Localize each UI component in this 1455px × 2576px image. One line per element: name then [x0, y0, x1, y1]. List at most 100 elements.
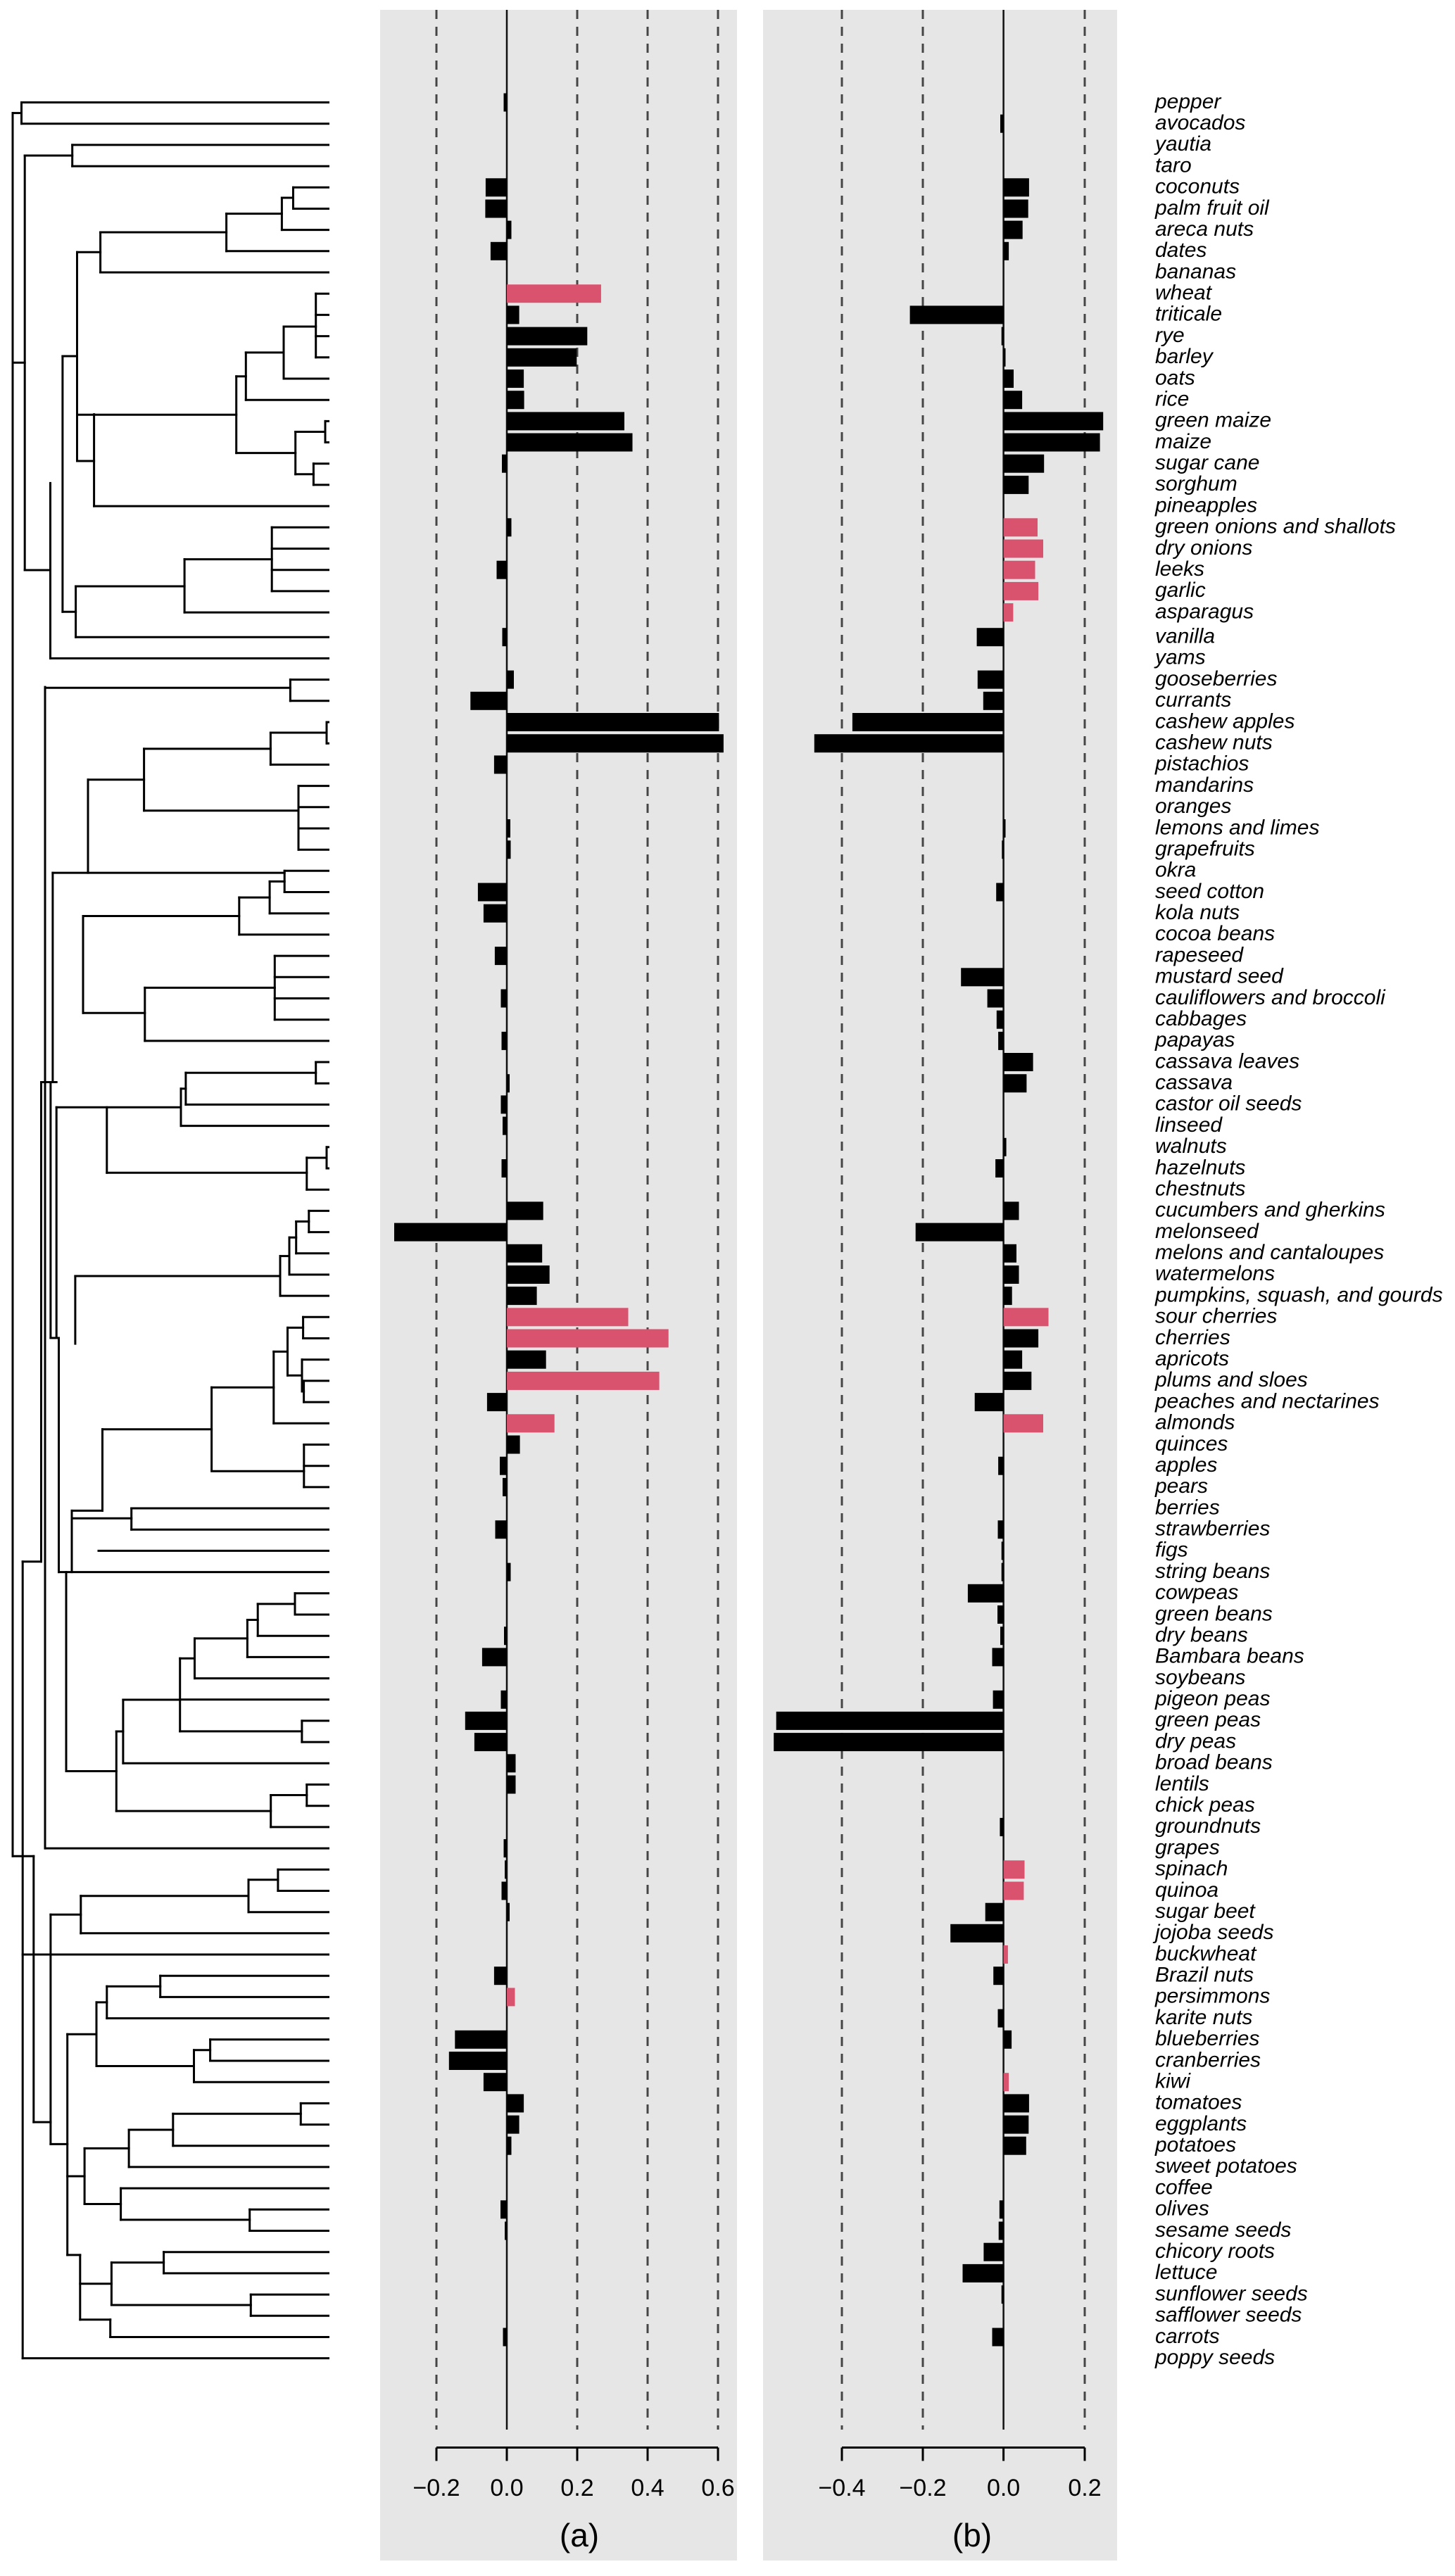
svg-text:maize: maize — [1155, 430, 1211, 453]
svg-text:green peas: green peas — [1155, 1708, 1261, 1731]
svg-text:figs: figs — [1155, 1539, 1188, 1562]
svg-text:cucumbers and gherkins: cucumbers and gherkins — [1155, 1199, 1385, 1222]
svg-text:lettuce: lettuce — [1155, 2261, 1217, 2284]
svg-text:asparagus: asparagus — [1155, 600, 1254, 623]
svg-text:gooseberries: gooseberries — [1155, 667, 1277, 690]
svg-text:garlic: garlic — [1155, 579, 1206, 602]
svg-text:jojoba seeds: jojoba seeds — [1152, 1921, 1273, 1944]
svg-text:sesame seeds: sesame seeds — [1155, 2218, 1291, 2242]
svg-text:oranges: oranges — [1155, 795, 1231, 818]
svg-text:0.0: 0.0 — [490, 2475, 523, 2501]
svg-text:sour cherries: sour cherries — [1155, 1305, 1277, 1328]
svg-text:0.2: 0.2 — [560, 2475, 593, 2501]
svg-text:lemons and limes: lemons and limes — [1155, 816, 1319, 839]
svg-text:eggplants: eggplants — [1155, 2112, 1247, 2135]
svg-text:safflower seeds: safflower seeds — [1155, 2304, 1302, 2327]
svg-text:avocados: avocados — [1155, 111, 1245, 134]
svg-text:Brazil nuts: Brazil nuts — [1155, 1964, 1254, 1987]
svg-text:coffee: coffee — [1155, 2176, 1213, 2199]
svg-text:0.0: 0.0 — [987, 2475, 1020, 2501]
svg-text:cranberries: cranberries — [1155, 2048, 1261, 2071]
svg-text:dry onions: dry onions — [1155, 536, 1252, 560]
svg-text:grapefruits: grapefruits — [1155, 838, 1255, 861]
svg-text:sunflower seeds: sunflower seeds — [1155, 2282, 1308, 2305]
svg-text:yams: yams — [1154, 646, 1206, 669]
svg-text:pears: pears — [1154, 1475, 1208, 1498]
svg-text:kola nuts: kola nuts — [1155, 901, 1240, 924]
svg-text:0.6: 0.6 — [701, 2475, 734, 2501]
svg-text:oats: oats — [1155, 366, 1195, 389]
svg-text:tomatoes: tomatoes — [1155, 2091, 1242, 2114]
svg-text:yautia: yautia — [1154, 132, 1211, 156]
svg-text:pigeon peas: pigeon peas — [1154, 1687, 1270, 1710]
svg-text:pumpkins, squash, and gourds: pumpkins, squash, and gourds — [1154, 1283, 1443, 1306]
svg-text:peaches and nectarines: peaches and nectarines — [1154, 1389, 1380, 1413]
svg-text:cauliflowers and broccoli: cauliflowers and broccoli — [1155, 986, 1386, 1009]
svg-text:cabbages: cabbages — [1155, 1007, 1247, 1030]
svg-text:pineapples: pineapples — [1154, 493, 1257, 517]
svg-text:taro: taro — [1155, 153, 1192, 177]
svg-text:olives: olives — [1155, 2197, 1209, 2221]
svg-text:cherries: cherries — [1155, 1326, 1230, 1349]
svg-text:grapes: grapes — [1155, 1836, 1220, 1859]
svg-text:barley: barley — [1155, 345, 1214, 368]
svg-text:chick peas: chick peas — [1155, 1793, 1255, 1817]
svg-text:mustard seed: mustard seed — [1155, 965, 1284, 988]
svg-text:0.4: 0.4 — [631, 2475, 664, 2501]
svg-text:dates: dates — [1155, 239, 1207, 262]
svg-text:spinach: spinach — [1155, 1857, 1228, 1881]
svg-text:triticale: triticale — [1155, 303, 1222, 326]
svg-text:blueberries: blueberries — [1155, 2027, 1259, 2050]
svg-text:watermelons: watermelons — [1155, 1262, 1275, 1285]
svg-text:−0.2: −0.2 — [412, 2475, 460, 2501]
svg-text:leeks: leeks — [1155, 557, 1204, 581]
svg-text:almonds: almonds — [1155, 1411, 1235, 1434]
svg-text:mandarins: mandarins — [1155, 774, 1254, 797]
svg-text:potatoes: potatoes — [1154, 2133, 1236, 2157]
svg-text:Bambara beans: Bambara beans — [1155, 1645, 1304, 1668]
svg-text:coconuts: coconuts — [1155, 175, 1240, 198]
svg-text:cassava leaves: cassava leaves — [1155, 1049, 1299, 1073]
svg-text:dry beans: dry beans — [1155, 1624, 1248, 1647]
svg-text:groundnuts: groundnuts — [1155, 1814, 1261, 1838]
svg-text:green maize: green maize — [1155, 409, 1271, 432]
svg-text:0.2: 0.2 — [1068, 2475, 1101, 2501]
svg-text:buckwheat: buckwheat — [1155, 1942, 1257, 1965]
svg-text:(a): (a) — [560, 2517, 599, 2553]
svg-text:sugar beet: sugar beet — [1155, 1900, 1256, 1923]
svg-text:walnuts: walnuts — [1155, 1135, 1227, 1158]
svg-text:quinces: quinces — [1155, 1432, 1228, 1456]
svg-text:dry peas: dry peas — [1155, 1729, 1236, 1753]
svg-text:−0.2: −0.2 — [899, 2475, 946, 2501]
svg-text:green onions and shallots: green onions and shallots — [1155, 515, 1396, 538]
svg-text:cashew apples: cashew apples — [1155, 709, 1295, 733]
svg-text:bananas: bananas — [1155, 260, 1236, 283]
svg-text:cassava: cassava — [1155, 1071, 1233, 1094]
svg-text:lentils: lentils — [1155, 1772, 1209, 1795]
svg-text:papayas: papayas — [1154, 1028, 1235, 1052]
svg-text:green beans: green beans — [1155, 1602, 1273, 1625]
svg-text:carrots: carrots — [1155, 2325, 1220, 2348]
svg-text:berries: berries — [1155, 1496, 1220, 1519]
svg-text:cowpeas: cowpeas — [1155, 1581, 1238, 1604]
svg-text:sugar cane: sugar cane — [1155, 451, 1259, 474]
svg-text:strawberries: strawberries — [1155, 1517, 1270, 1541]
svg-text:melons and cantaloupes: melons and cantaloupes — [1155, 1241, 1384, 1264]
svg-text:cocoa beans: cocoa beans — [1155, 922, 1275, 945]
svg-text:melonseed: melonseed — [1155, 1220, 1259, 1243]
svg-text:sorghum: sorghum — [1155, 472, 1237, 495]
svg-text:rye: rye — [1155, 324, 1185, 347]
svg-text:sweet potatoes: sweet potatoes — [1155, 2154, 1297, 2178]
svg-text:chicory roots: chicory roots — [1155, 2240, 1275, 2263]
svg-text:cashew nuts: cashew nuts — [1155, 731, 1273, 755]
svg-text:pistachios: pistachios — [1154, 752, 1249, 776]
svg-text:apples: apples — [1155, 1453, 1217, 1477]
svg-text:quinoa: quinoa — [1155, 1879, 1218, 1902]
svg-text:hazelnuts: hazelnuts — [1155, 1156, 1245, 1179]
svg-text:string beans: string beans — [1155, 1560, 1270, 1583]
svg-text:vanilla: vanilla — [1155, 625, 1215, 648]
svg-text:pepper: pepper — [1154, 90, 1221, 113]
svg-text:currants: currants — [1155, 688, 1231, 712]
svg-text:apricots: apricots — [1155, 1347, 1229, 1370]
svg-text:chestnuts: chestnuts — [1155, 1177, 1245, 1201]
